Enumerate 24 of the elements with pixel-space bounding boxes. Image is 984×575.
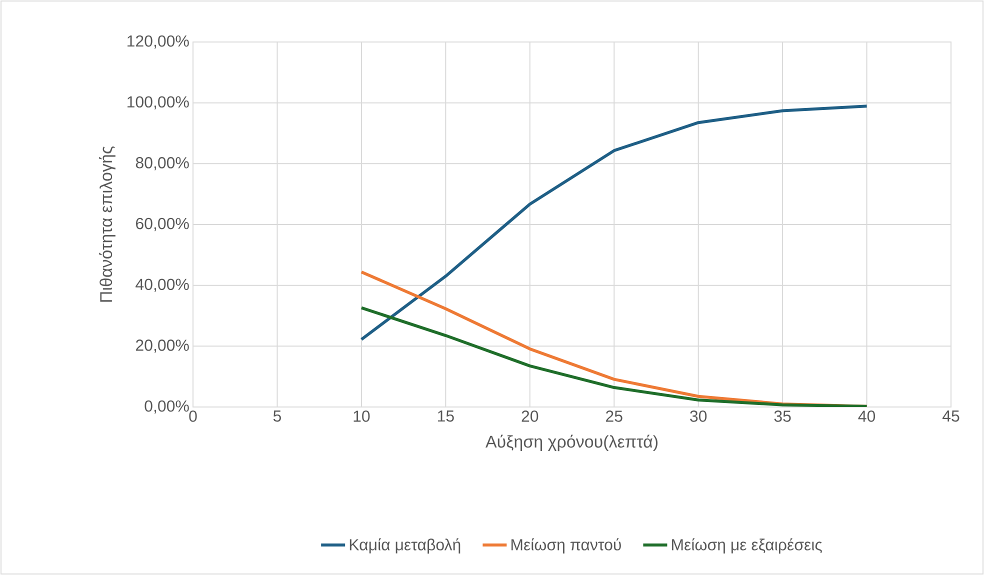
y-tick-label: 80,00% (136, 157, 189, 170)
x-tick-label: 20 (522, 410, 538, 422)
x-tick-label: 5 (273, 410, 281, 422)
legend-label: Καμία μεταβολή (350, 538, 460, 554)
legend-label: Μείωση με εξαιρέσεις (672, 538, 822, 554)
x-tick-label: 30 (690, 410, 707, 422)
y-tick-label: 20,00% (136, 340, 189, 353)
x-tick-label: 15 (438, 410, 454, 422)
y-tick-label: 100,00% (128, 96, 189, 110)
y-tick-label: 40,00% (136, 278, 189, 292)
y-tick-label: 120,00% (128, 35, 189, 49)
x-tick-label: 40 (858, 410, 876, 422)
y-tick-label: 0,00% (144, 400, 189, 414)
y-axis-title: Πιθανότητα επιλογής (99, 146, 116, 302)
x-tick-label: 0 (189, 410, 197, 422)
x-tick-label: 25 (606, 410, 622, 422)
line-series (360, 306, 868, 407)
x-axis-title: Αύξηση χρόνου(λεπτά) (485, 434, 658, 452)
y-tick-label: 60,00% (136, 218, 189, 232)
line-series (360, 104, 868, 341)
x-tick-label: 35 (774, 410, 791, 422)
x-tick-label: 10 (354, 410, 370, 422)
x-tick-label: 45 (942, 410, 960, 422)
legend-label: Μείωση παντού (511, 538, 621, 554)
